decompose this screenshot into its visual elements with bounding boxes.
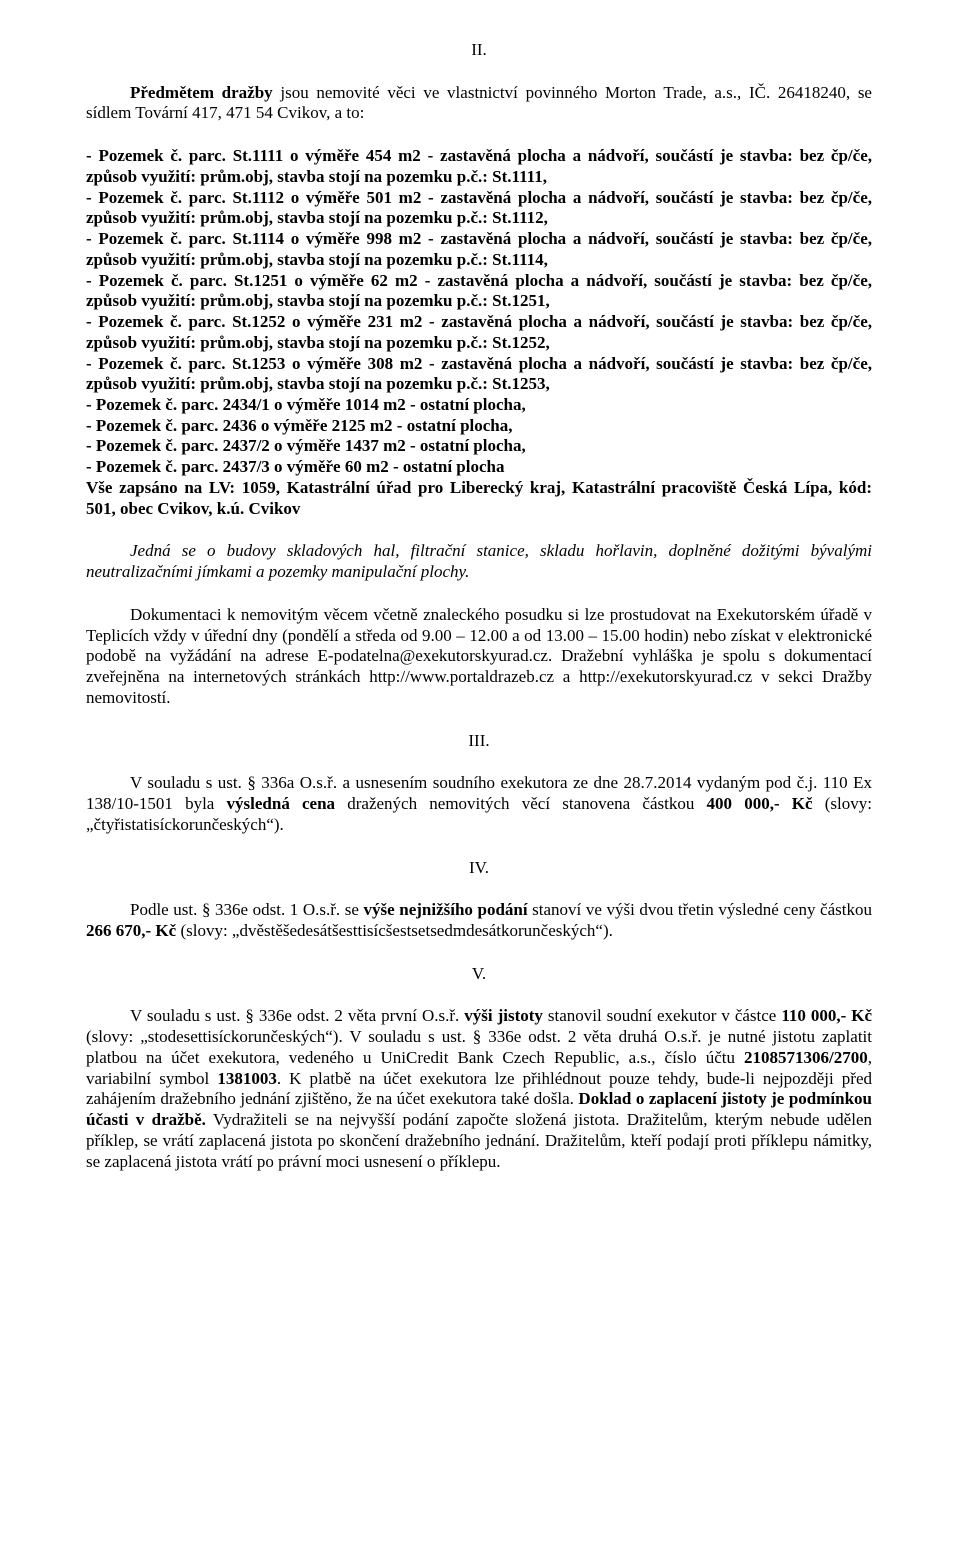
parcel-item: - Pozemek č. parc. St.1112 o výměře 501 … — [86, 188, 872, 228]
sec3-b2: 400 000,- Kč — [707, 794, 813, 813]
sec5-b1: výši jistoty — [464, 1006, 543, 1025]
section-iii-paragraph: V souladu s ust. § 336a O.s.ř. a usnesen… — [86, 773, 872, 835]
section-v-paragraph: V souladu s ust. § 336e odst. 2 věta prv… — [86, 1006, 872, 1172]
sec5-b3: 2108571306/2700 — [744, 1048, 868, 1067]
parcel-item: - Pozemek č. parc. St.1111 o výměře 454 … — [86, 146, 872, 186]
sec5-pre: V souladu s ust. § 336e odst. 2 věta prv… — [130, 1006, 464, 1025]
section-number-v: V. — [86, 964, 872, 985]
parcel-list: - Pozemek č. parc. St.1111 o výměře 454 … — [86, 146, 872, 519]
sec5-b4: 1381003 — [217, 1069, 277, 1088]
sec4-mid: stanoví ve výši dvou třetin výsledné cen… — [528, 900, 872, 919]
sec4-b1: výše nejnižšího podání — [364, 900, 528, 919]
documentation-paragraph: Dokumentaci k nemovitým věcem včetně zna… — [86, 605, 872, 709]
intro-lead-bold: Předmětem dražby — [130, 83, 273, 102]
sec3-b1: výsledná cena — [227, 794, 336, 813]
sec4-b2: 266 670,- Kč — [86, 921, 176, 940]
document-page: II. Předmětem dražby jsou nemovité věci … — [0, 0, 960, 1549]
sec4-pre: Podle ust. § 336e odst. 1 O.s.ř. se — [130, 900, 364, 919]
section-iv-paragraph: Podle ust. § 336e odst. 1 O.s.ř. se výše… — [86, 900, 872, 941]
italic-description: Jedná se o budovy skladových hal, filtra… — [86, 541, 872, 582]
registry-line: Vše zapsáno na LV: 1059, Katastrální úřa… — [86, 478, 872, 518]
parcel-item: - Pozemek č. parc. St.1251 o výměře 62 m… — [86, 271, 872, 311]
sec5-b2: 110 000,- Kč — [781, 1006, 872, 1025]
sec4-post: (slovy: „dvěstěšedesátšesttisícšestsetse… — [176, 921, 613, 940]
parcel-item: - Pozemek č. parc. 2437/3 o výměře 60 m2… — [86, 457, 504, 476]
sec5-mid1: stanovil soudní exekutor v částce — [543, 1006, 781, 1025]
section-number-iii: III. — [86, 731, 872, 752]
section-number-iv: IV. — [86, 858, 872, 879]
intro-paragraph: Předmětem dražby jsou nemovité věci ve v… — [86, 83, 872, 124]
section-number-ii: II. — [86, 40, 872, 61]
parcel-item: - Pozemek č. parc. St.1253 o výměře 308 … — [86, 354, 872, 394]
parcel-item: - Pozemek č. parc. 2436 o výměře 2125 m2… — [86, 416, 513, 435]
parcel-item: - Pozemek č. parc. St.1114 o výměře 998 … — [86, 229, 872, 269]
sec3-mid: dražených nemovitých věcí stanovena část… — [335, 794, 706, 813]
parcel-item: - Pozemek č. parc. 2437/2 o výměře 1437 … — [86, 436, 526, 455]
parcel-item: - Pozemek č. parc. 2434/1 o výměře 1014 … — [86, 395, 526, 414]
parcel-item: - Pozemek č. parc. St.1252 o výměře 231 … — [86, 312, 872, 352]
italic-description-text: Jedná se o budovy skladových hal, filtra… — [86, 541, 872, 581]
